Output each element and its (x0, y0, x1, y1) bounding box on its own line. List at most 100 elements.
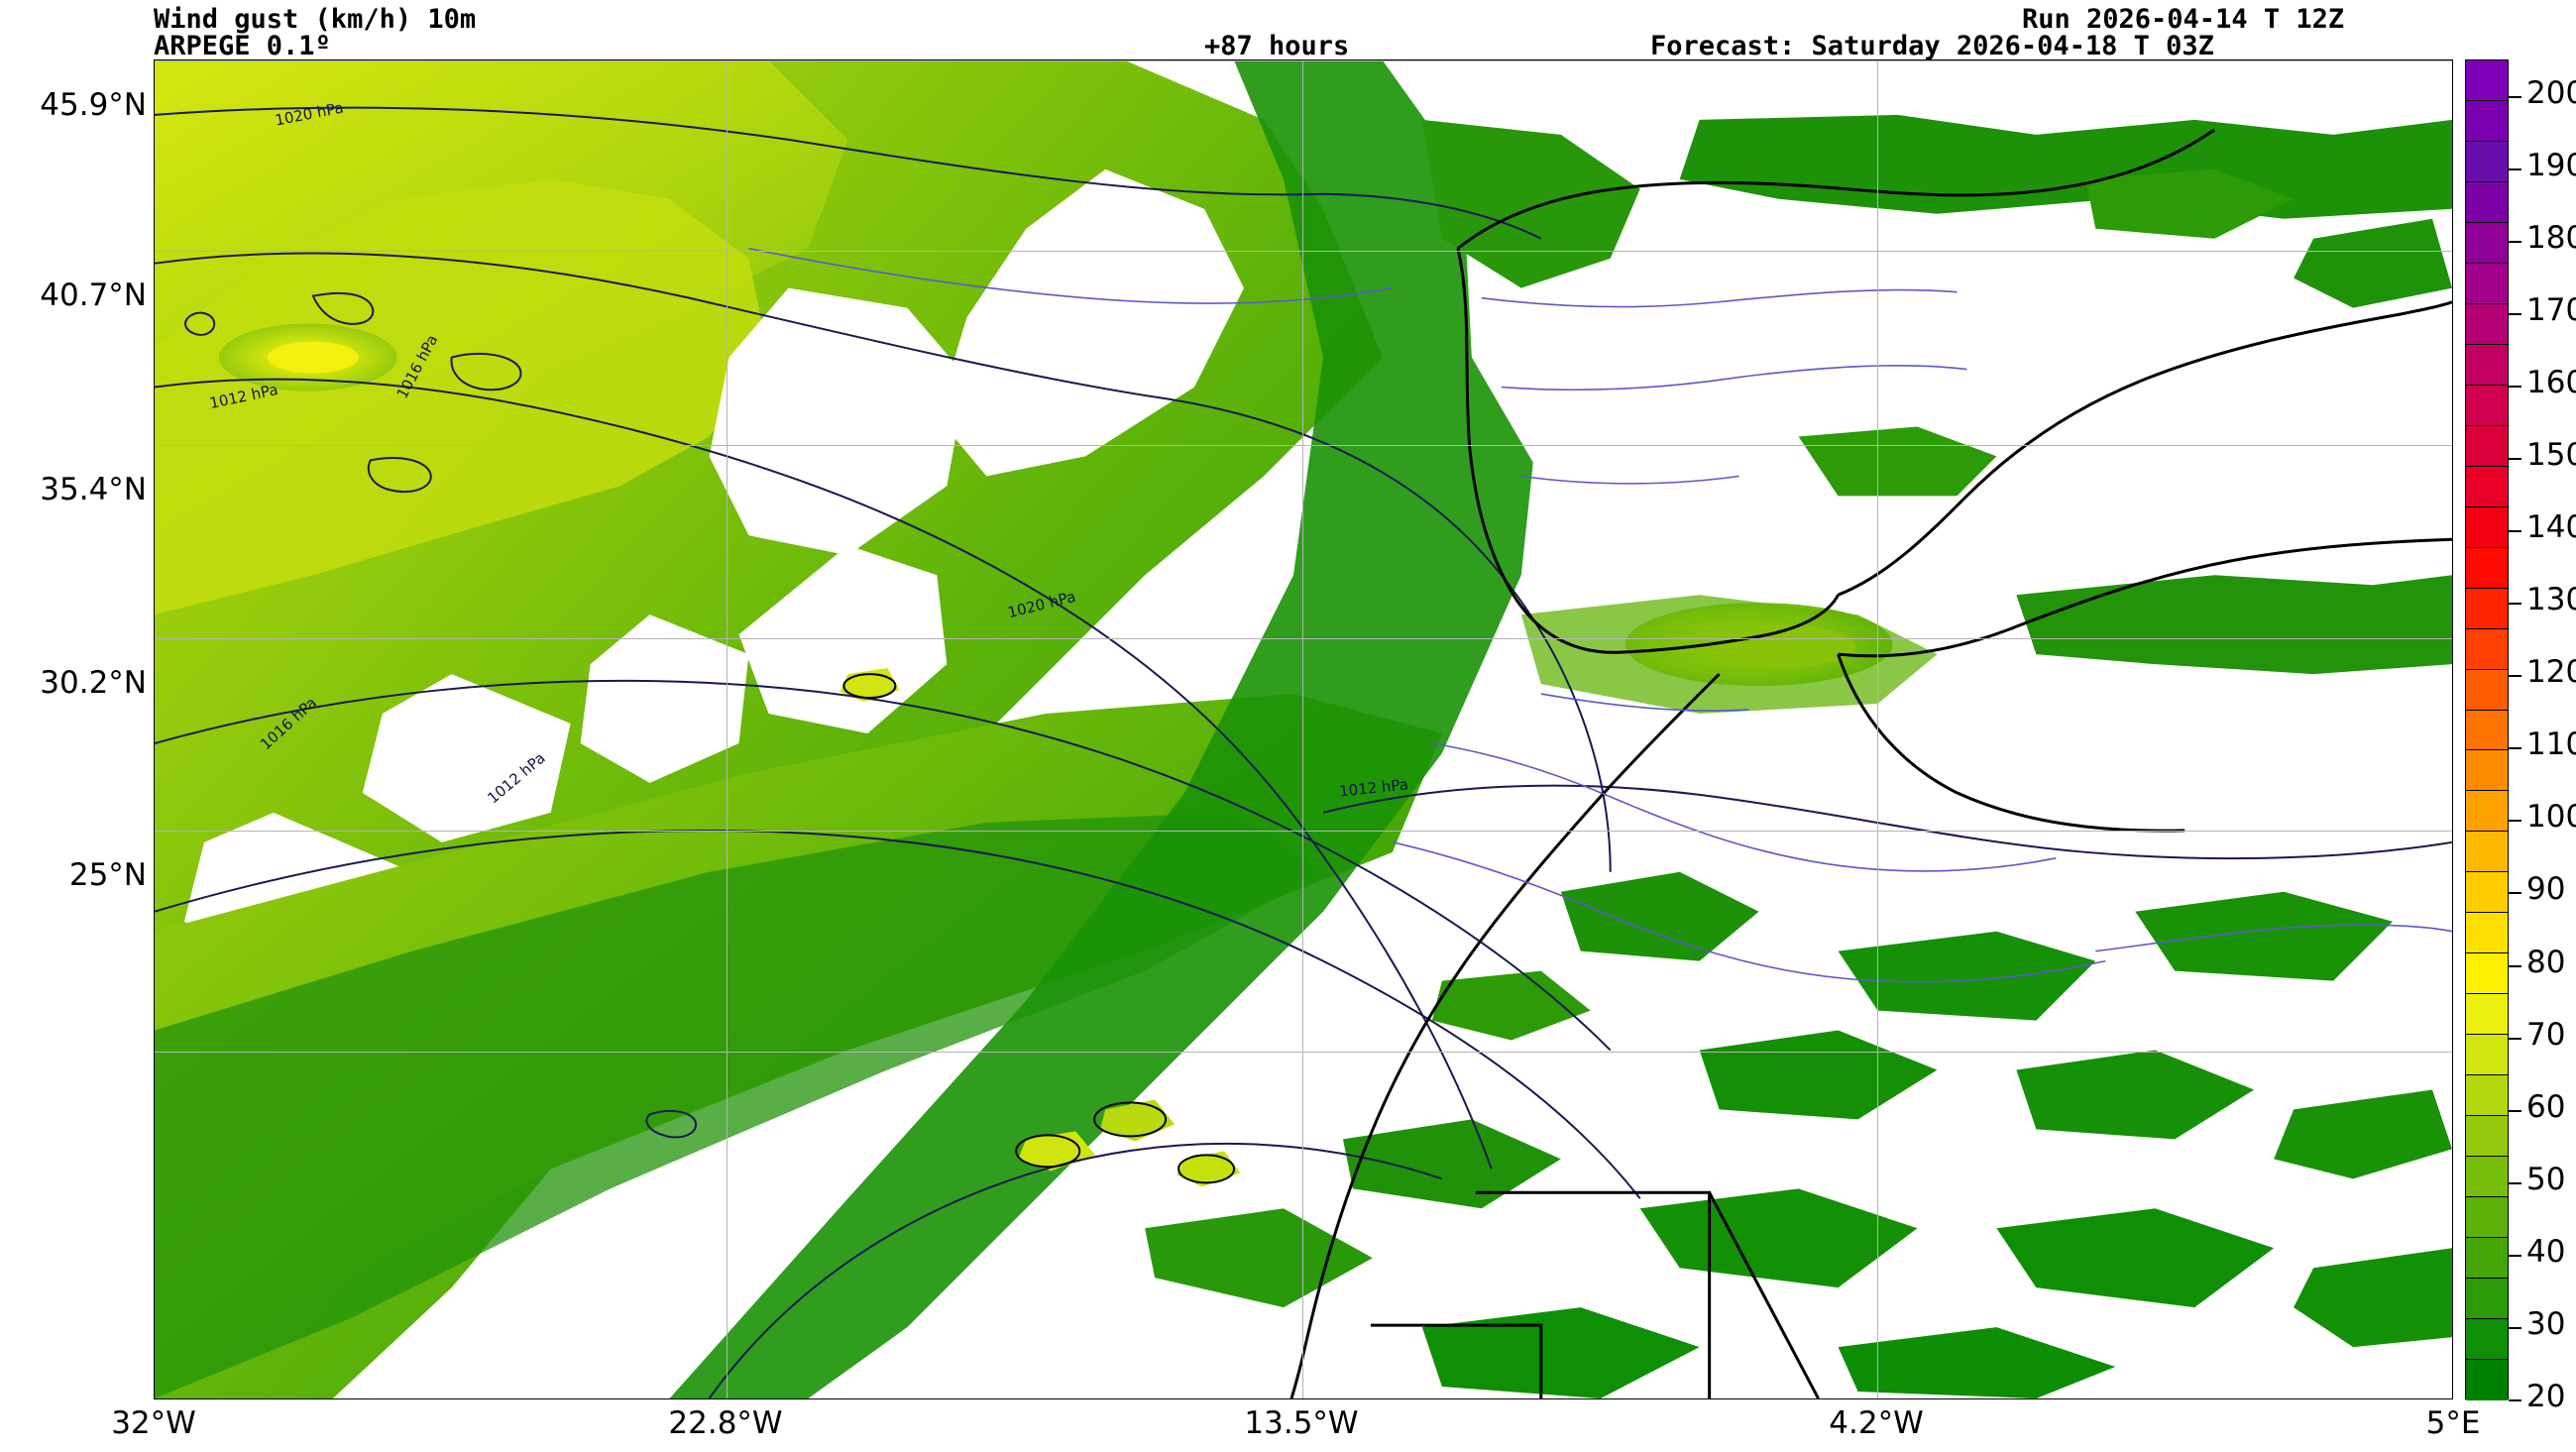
colorbar-tick-label: 120 (2526, 654, 2576, 691)
colorbar-tick-label: 110 (2526, 726, 2576, 763)
colorbar-tick (2509, 1254, 2521, 1257)
colorbar-segment (2466, 425, 2508, 467)
colorbar-tick (2509, 603, 2521, 606)
colorbar-tick (2509, 240, 2521, 243)
gridline-latitude (155, 251, 2452, 252)
colorbar-separator (2465, 668, 2509, 670)
map-header: Wind gust (km/h) 10m ARPEGE 0.1º +87 hou… (0, 0, 2576, 61)
map-plot-area[interactable]: 1020 hPa 1016 hPa 1012 hPa 1016 hPa 1012 hPa… (154, 59, 2453, 1399)
gridline-longitude (1302, 60, 1303, 1398)
colorbar-segment (2466, 669, 2508, 711)
latitude-tick-label: 25°N (68, 857, 147, 893)
colorbar-separator (2465, 1074, 2509, 1076)
colorbar-tick-label: 70 (2526, 1016, 2566, 1053)
colorbar-tick-label: 200 (2526, 74, 2576, 111)
gridline-latitude (155, 445, 2452, 446)
colorbar-tick (2509, 1037, 2521, 1040)
gridline-longitude (1877, 60, 1878, 1398)
colorbar-segment (2466, 1279, 2508, 1320)
colorbar-separator (2465, 424, 2509, 426)
colorbar-separator (2465, 749, 2509, 751)
colorbar-tick-label: 40 (2526, 1233, 2566, 1270)
colorbar-segment (2466, 1116, 2508, 1158)
colorbar-separator (2465, 1156, 2509, 1158)
colorbar-segment (2466, 466, 2508, 507)
colorbar-segment (2466, 1360, 2508, 1400)
colorbar-tick (2509, 747, 2521, 750)
latitude-tick-label: 40.7°N (40, 278, 147, 313)
colorbar-separator (2465, 505, 2509, 507)
model-label: ARPEGE 0.1º (154, 31, 331, 61)
longitude-tick-label: 4.2°W (1829, 1405, 1924, 1441)
colorbar-segment (2466, 1319, 2508, 1360)
colorbar-separator (2465, 790, 2509, 792)
colorbar-separator (2465, 546, 2509, 548)
colorbar-separator (2465, 1115, 2509, 1117)
colorbar-segment (2466, 628, 2508, 670)
gridline-latitude (155, 60, 2452, 61)
colorbar-separator (2465, 1196, 2509, 1198)
latitude-tick-label: 45.9°N (40, 87, 147, 123)
colorbar-separator (2465, 1278, 2509, 1280)
colorbar-tick (2509, 1399, 2521, 1401)
longitude-tick-label: 22.8°W (668, 1405, 783, 1441)
colorbar-separator (2465, 140, 2509, 142)
colorbar-tick-label: 100 (2526, 799, 2576, 836)
colorbar-separator (2465, 1359, 2509, 1361)
colorbar-tick (2509, 457, 2521, 460)
wind-gust-raster (155, 60, 2452, 1398)
colorbar-separator (2465, 221, 2509, 223)
longitude-tick-label: 5°E (2425, 1405, 2481, 1441)
colorbar-separator (2465, 343, 2509, 345)
colorbar-segment (2466, 60, 2508, 101)
colorbar-segment (2466, 791, 2508, 833)
colorbar[interactable]: 20 30 40 50 60 70 80 90 100 110 120 130 140 150 160 170… (2465, 59, 2576, 1414)
colorbar-separator (2465, 262, 2509, 264)
colorbar-tick (2509, 820, 2521, 823)
page-title: Wind gust (km/h) 10m (154, 4, 477, 35)
colorbar-tick-label: 180 (2526, 219, 2576, 256)
colorbar-tick-label: 150 (2526, 436, 2576, 473)
colorbar-segment (2466, 385, 2508, 426)
colorbar-tick (2509, 385, 2521, 388)
colorbar-segment (2466, 263, 2508, 304)
colorbar-tick (2509, 95, 2521, 98)
colorbar-separator (2465, 831, 2509, 833)
colorbar-segment (2466, 547, 2508, 589)
latitude-tick-label: 35.4°N (40, 472, 147, 507)
colorbar-segment (2466, 1035, 2508, 1076)
latitude-tick-label: 30.2°N (40, 665, 147, 701)
colorbar-separator (2465, 912, 2509, 914)
colorbar-separator (2465, 952, 2509, 954)
colorbar-tick (2509, 892, 2521, 895)
run-time-label: Run 2026-04-14 T 12Z (2022, 4, 2345, 35)
colorbar-segment (2466, 994, 2508, 1036)
colorbar-segment (2466, 141, 2508, 182)
colorbar-tick (2509, 312, 2521, 315)
colorbar-tick-label: 30 (2526, 1305, 2566, 1342)
longitude-tick-label: 13.5°W (1244, 1405, 1359, 1441)
colorbar-tick (2509, 1181, 2521, 1184)
colorbar-separator (2465, 709, 2509, 711)
colorbar-separator (2465, 627, 2509, 629)
colorbar-separator (2465, 99, 2509, 101)
colorbar-segment (2466, 1157, 2508, 1198)
colorbar-separator (2465, 1237, 2509, 1239)
colorbar-tick (2509, 1109, 2521, 1112)
gridline-longitude (727, 60, 728, 1398)
colorbar-gradient (2465, 59, 2509, 1400)
colorbar-segment (2466, 506, 2508, 548)
gridline-latitude (155, 638, 2452, 639)
colorbar-separator (2465, 1318, 2509, 1320)
colorbar-segment (2466, 344, 2508, 386)
colorbar-tick-label: 50 (2526, 1161, 2566, 1197)
colorbar-segment (2466, 222, 2508, 264)
colorbar-segment (2466, 181, 2508, 223)
colorbar-separator (2465, 871, 2509, 873)
colorbar-tick-label: 190 (2526, 147, 2576, 183)
colorbar-segment (2466, 303, 2508, 345)
gridline-latitude (155, 1052, 2452, 1053)
colorbar-tick-label: 160 (2526, 364, 2576, 400)
longitude-tick-label: 32°W (111, 1405, 196, 1441)
colorbar-segment (2466, 100, 2508, 142)
